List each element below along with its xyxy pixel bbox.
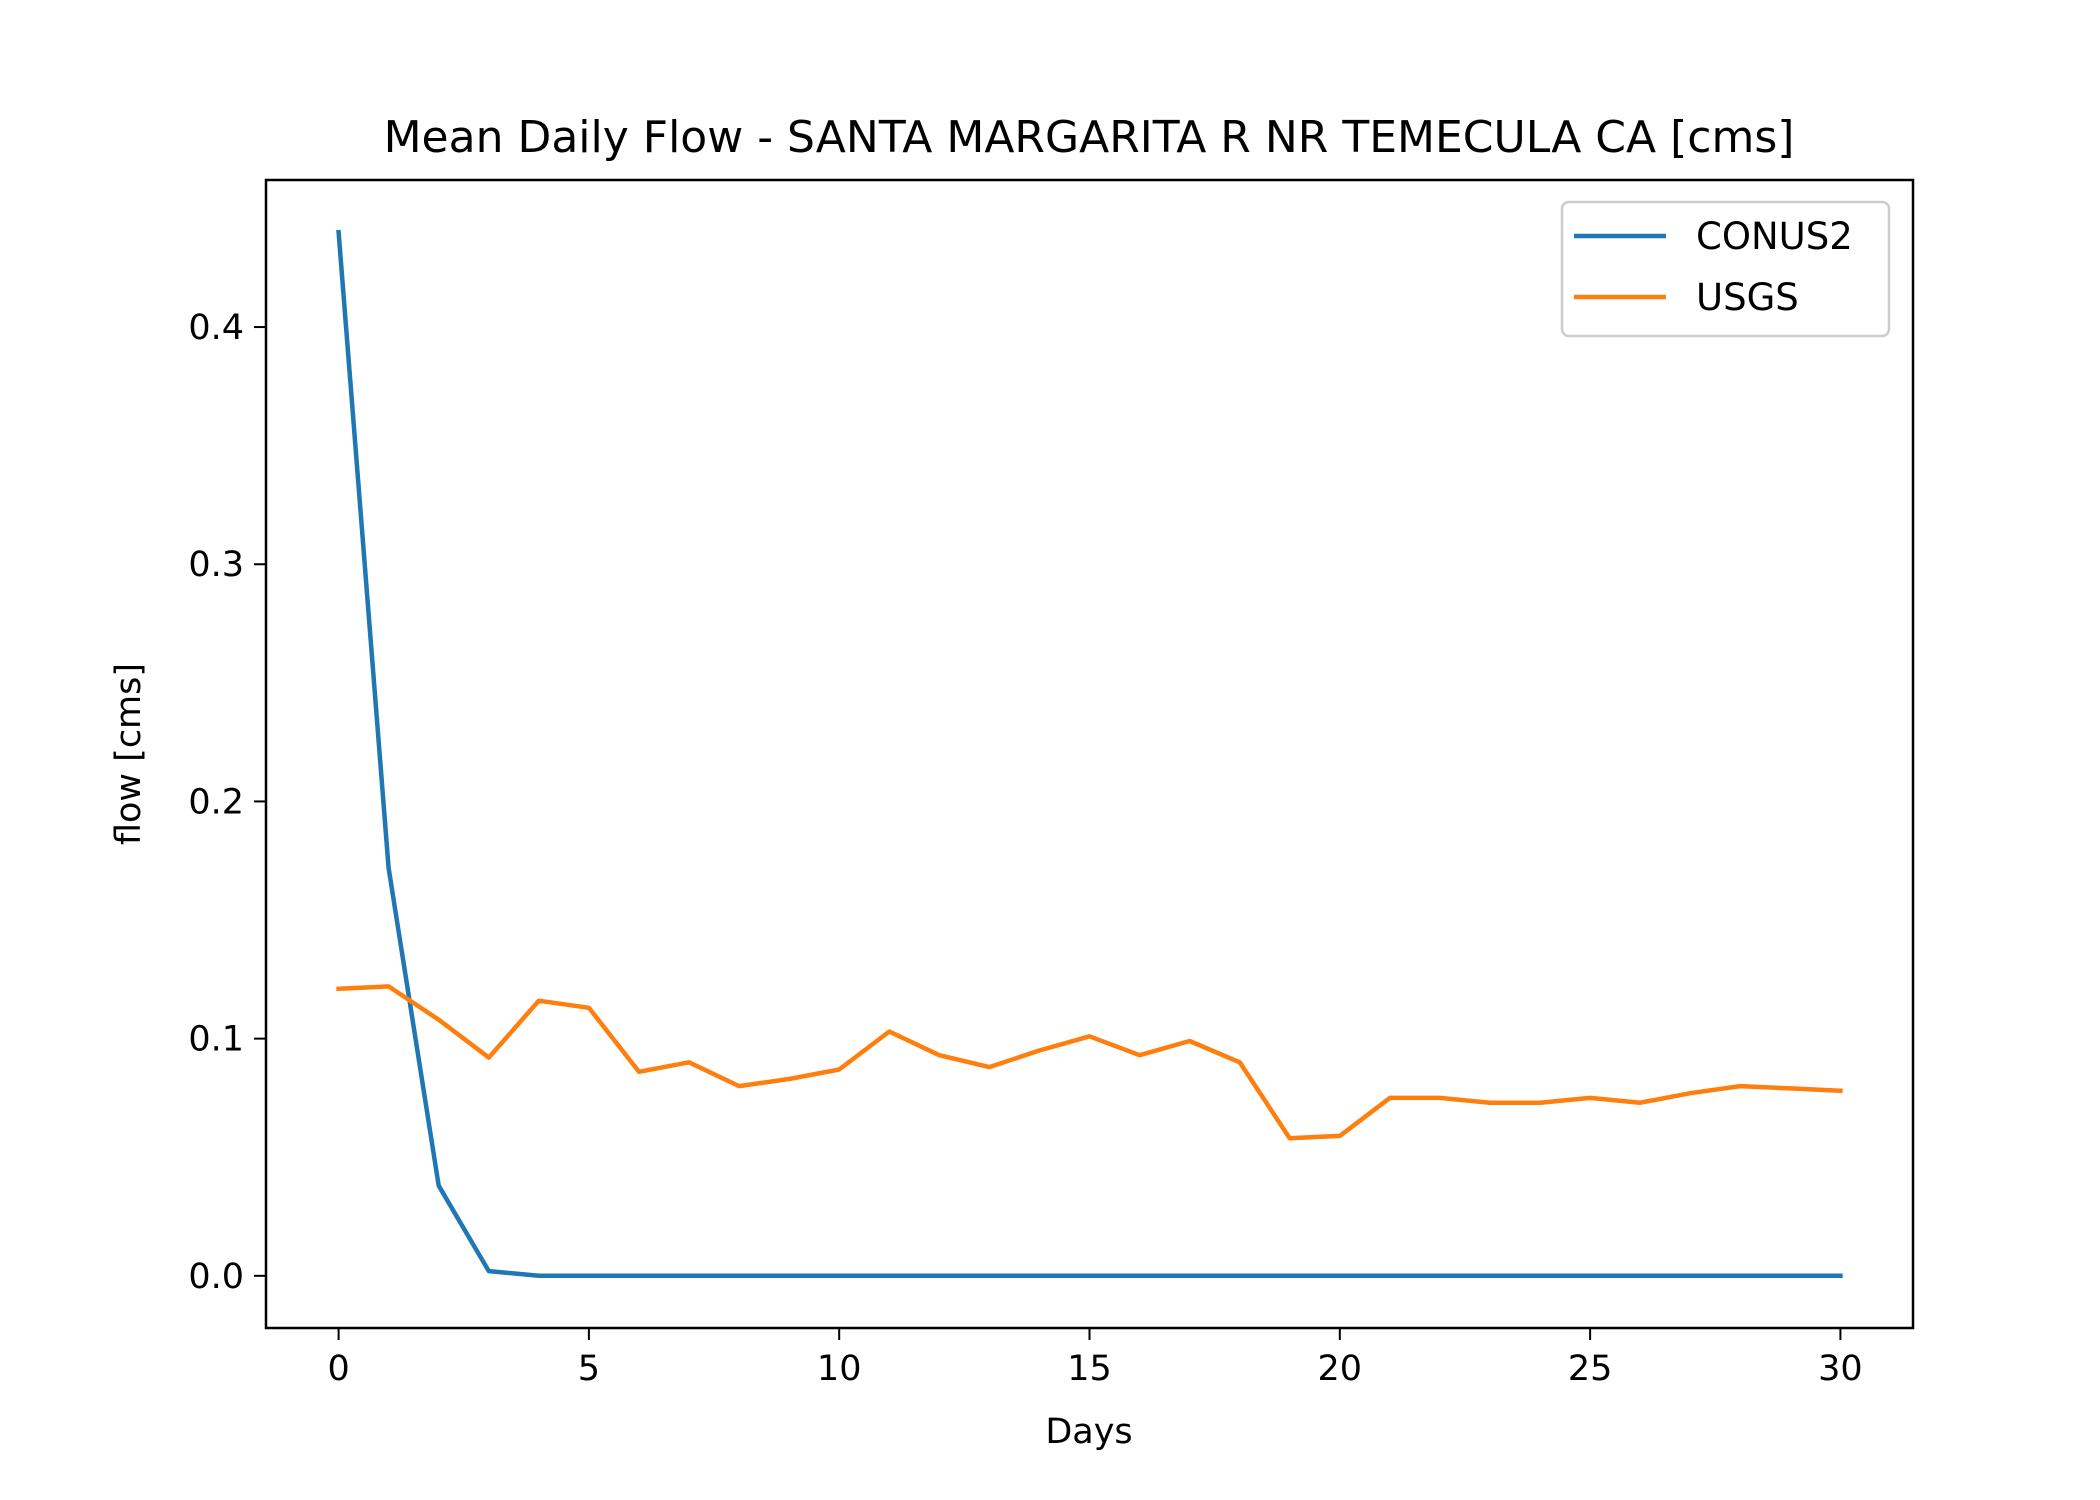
y-tick-label: 0.1: [188, 1020, 244, 1060]
series-line-usgs: [336, 984, 1843, 1141]
series-line-conus2: [336, 229, 1843, 1279]
x-tick-label: 30: [1818, 1349, 1863, 1389]
x-tick-label: 15: [1067, 1349, 1112, 1389]
x-tick-label: 5: [578, 1349, 600, 1389]
y-axis: 0.0 0.1 0.2 0.3 0.4: [188, 308, 266, 1297]
chart-title: Mean Daily Flow - SANTA MARGARITA R NR T…: [384, 112, 1795, 163]
y-tick-label: 0.4: [188, 308, 244, 348]
y-tick-label: 0.0: [188, 1257, 244, 1297]
legend: CONUS2 USGS: [1560, 200, 1891, 338]
legend-label-conus2: CONUS2: [1696, 215, 1853, 258]
y-tick-label: 0.3: [188, 545, 244, 585]
x-tick-label: 20: [1318, 1349, 1363, 1389]
x-tick-label: 25: [1568, 1349, 1613, 1389]
legend-label-usgs: USGS: [1696, 276, 1799, 319]
x-axis: 0 5 10 15 20 25 30: [327, 1328, 1863, 1389]
x-tick-label: 0: [327, 1349, 349, 1389]
series-layer: [336, 229, 1843, 1279]
y-tick-label: 0.2: [188, 782, 244, 822]
x-tick-label: 10: [817, 1349, 862, 1389]
y-axis-label: flow [cms]: [109, 663, 149, 845]
x-axis-label: Days: [1045, 1412, 1132, 1452]
